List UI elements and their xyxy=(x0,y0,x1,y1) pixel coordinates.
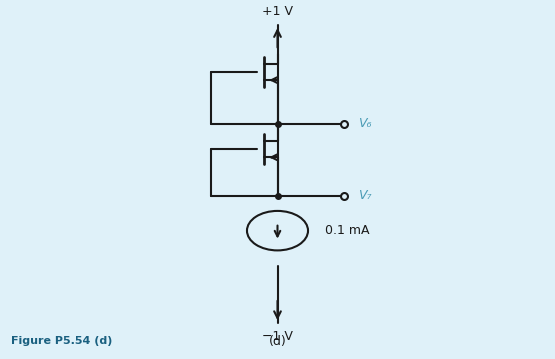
Text: −1 V: −1 V xyxy=(262,330,293,343)
Text: 0.1 mA: 0.1 mA xyxy=(325,224,369,237)
Text: +1 V: +1 V xyxy=(262,5,293,18)
Text: Figure P5.54 (d): Figure P5.54 (d) xyxy=(11,336,113,346)
Text: (d): (d) xyxy=(269,335,286,348)
Text: V₆: V₆ xyxy=(358,117,371,130)
Text: V₇: V₇ xyxy=(358,189,371,202)
